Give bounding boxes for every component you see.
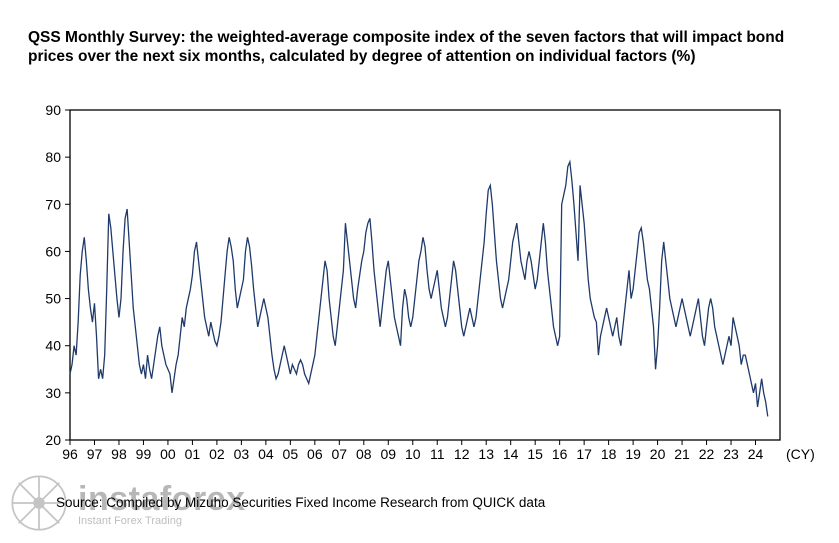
y-tick-label: 30 xyxy=(45,385,61,401)
x-tick-label: 06 xyxy=(307,446,323,462)
x-tick-label: 24 xyxy=(748,446,764,462)
x-tick-label: 15 xyxy=(527,446,543,462)
y-tick-label: 80 xyxy=(45,149,61,165)
x-tick-label: 11 xyxy=(430,446,445,462)
y-tick-label: 60 xyxy=(45,243,61,259)
x-tick-label: 01 xyxy=(185,446,201,462)
y-tick-label: 50 xyxy=(45,291,61,307)
chart-title: QSS Monthly Survey: the weighted-average… xyxy=(28,28,799,67)
x-tick-label: 03 xyxy=(234,446,250,462)
x-tick-label: 19 xyxy=(625,446,641,462)
source-note: Source: Compiled by Mizuho Securities Fi… xyxy=(56,495,545,510)
x-tick-label: 04 xyxy=(258,446,274,462)
series-composite-index xyxy=(70,162,768,417)
x-tick-label: 14 xyxy=(503,446,519,462)
x-tick-label: 18 xyxy=(601,446,617,462)
x-tick-label: 13 xyxy=(478,446,494,462)
watermark-tagline: Instant Forex Trading xyxy=(78,515,246,527)
x-tick-label: 17 xyxy=(576,446,592,462)
x-tick-label: 07 xyxy=(332,446,348,462)
chart-svg: 20 30 40 50 60 70 80 90 96 97 98 99 00 01 02 03 04 05 06 07… xyxy=(32,100,807,485)
x-tick-label: 21 xyxy=(674,446,690,462)
chart-container: 20 30 40 50 60 70 80 90 96 97 98 99 00 01 02 03 04 05 06 07… xyxy=(32,100,807,485)
x-tick-label: 96 xyxy=(62,446,78,462)
x-tick-label: 97 xyxy=(87,446,103,462)
x-tick-label: 16 xyxy=(552,446,568,462)
x-tick-label: 08 xyxy=(356,446,372,462)
x-tick-label: 12 xyxy=(454,446,470,462)
x-tick-label: 09 xyxy=(380,446,396,462)
x-tick-label: 05 xyxy=(283,446,299,462)
x-tick-label: 10 xyxy=(405,446,421,462)
cy-label: (CY) xyxy=(786,446,815,462)
x-tick-label: 20 xyxy=(650,446,666,462)
x-tick-label: 02 xyxy=(209,446,225,462)
y-tick-label: 20 xyxy=(45,432,61,448)
x-tick-label: 22 xyxy=(699,446,715,462)
x-tick-label: 99 xyxy=(136,446,152,462)
x-tick-label: 00 xyxy=(160,446,176,462)
x-tick-label: 23 xyxy=(723,446,739,462)
x-tick-label: 98 xyxy=(111,446,127,462)
y-tick-label: 90 xyxy=(45,102,61,118)
y-tick-label: 70 xyxy=(45,196,61,212)
y-tick-label: 40 xyxy=(45,338,61,354)
